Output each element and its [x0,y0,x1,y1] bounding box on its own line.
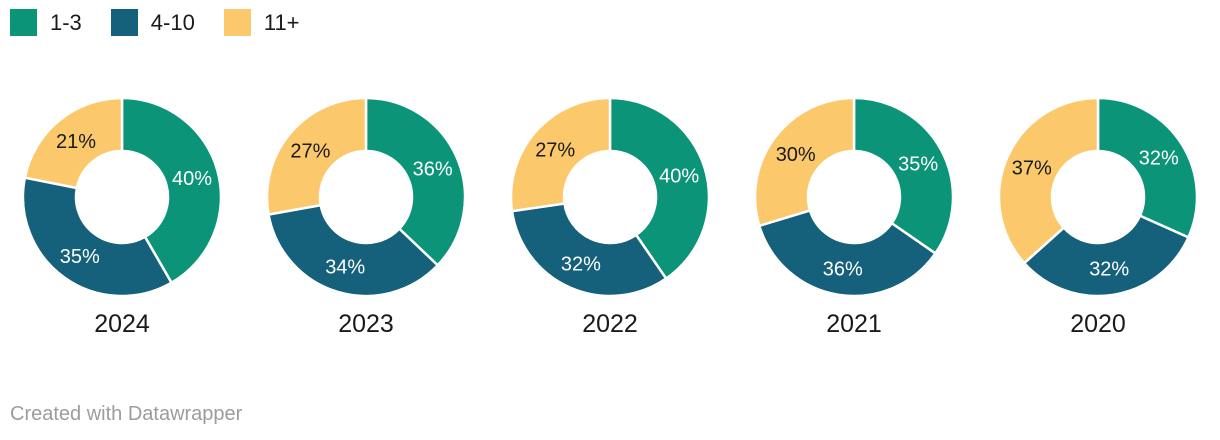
donut-chart-2022: 40% 32% 27% 2022 [488,95,732,339]
slice-value-label-2021-4-10: 36% [823,259,863,281]
donut-segment-2023-11+ [265,96,368,216]
legend-item-1-3: 1-3 [10,9,82,36]
donut-svg-2021: 35% 36% 30% [753,96,955,298]
legend-label: 11+ [263,10,300,35]
donut-segment-2022-4-10 [510,202,668,298]
attribution-text: Created with Datawrapper [10,403,243,425]
legend-label: 1-3 [50,10,82,35]
donut-chart-2024: 40% 35% 21% 2024 [0,95,244,339]
slice-value-label-2020-4-10: 32% [1089,259,1129,281]
donut-segment-2020-11+ [997,96,1100,265]
donut-segment-2021-11+ [753,96,856,228]
donut-segment-2020-1-3 [1096,96,1199,239]
slice-value-label-2022-1-3: 40% [659,166,699,188]
donut-segment-2024-11+ [23,96,124,190]
donut-segment-2024-4-10 [21,176,173,298]
year-label: 2023 [338,310,394,338]
donut-chart-2020: 32% 32% 37% 2020 [976,95,1220,339]
slice-value-label-2020-11+: 37% [1012,157,1052,179]
donut-svg-2024: 40% 35% 21% [21,96,223,298]
legend-label: 4-10 [150,10,195,35]
donut-segment-2024-1-3 [120,96,223,284]
legend-swatch-1-3 [10,9,37,36]
year-label: 2022 [582,310,638,338]
slice-value-label-2024-4-10: 35% [60,246,100,268]
donut-segment-2022-1-3 [608,96,711,280]
legend-swatch-4-10 [110,9,138,36]
slice-value-label-2022-4-10: 32% [561,253,601,275]
donut-svg-2023: 36% 34% 27% [265,96,467,298]
donut-segment-2023-1-3 [364,96,467,267]
donut-segment-2021-4-10 [758,209,937,298]
slice-value-label-2023-4-10: 34% [325,256,365,278]
donut-svg-2020: 32% 32% 37% [997,96,1199,298]
legend-item-4-10: 4-10 [110,9,195,36]
slice-value-label-2023-11+: 27% [290,141,330,163]
donut-svg-2022: 40% 32% 27% [509,96,711,298]
legend-swatch-11+ [223,9,251,36]
attribution: Created with Datawrapper [10,403,242,426]
slice-value-label-2024-1-3: 40% [172,168,212,190]
donut-segment-2020-4-10 [1023,214,1190,298]
year-label: 2021 [826,310,882,338]
year-label: 2024 [94,310,150,338]
slice-value-label-2020-1-3: 32% [1139,148,1179,170]
slice-value-label-2021-11+: 30% [776,144,816,166]
donut-segment-2021-1-3 [852,96,955,255]
donut-chart-2021: 35% 36% 30% 2021 [732,95,976,339]
charts-row: 40% 35% 21% 2024 36% 34% 27% 2023 40% 32% 27% 2022 3… [0,95,1220,339]
donut-segment-2023-4-10 [267,203,439,298]
chart-page: 1-3 4-10 11+ 40% 35% 21% 2024 36% 34% 27% 2023 40%… [0,0,1220,425]
donut-chart-2023: 36% 34% 27% 2023 [244,95,488,339]
slice-value-label-2022-11+: 27% [535,140,575,162]
slice-value-label-2024-11+: 21% [56,131,96,153]
donut-segment-2022-11+ [509,96,612,213]
legend-item-11+: 11+ [223,9,300,36]
slice-value-label-2023-1-3: 36% [413,158,453,180]
year-label: 2020 [1070,310,1126,338]
slice-value-label-2021-1-3: 35% [898,153,938,175]
legend: 1-3 4-10 11+ [0,0,1220,36]
